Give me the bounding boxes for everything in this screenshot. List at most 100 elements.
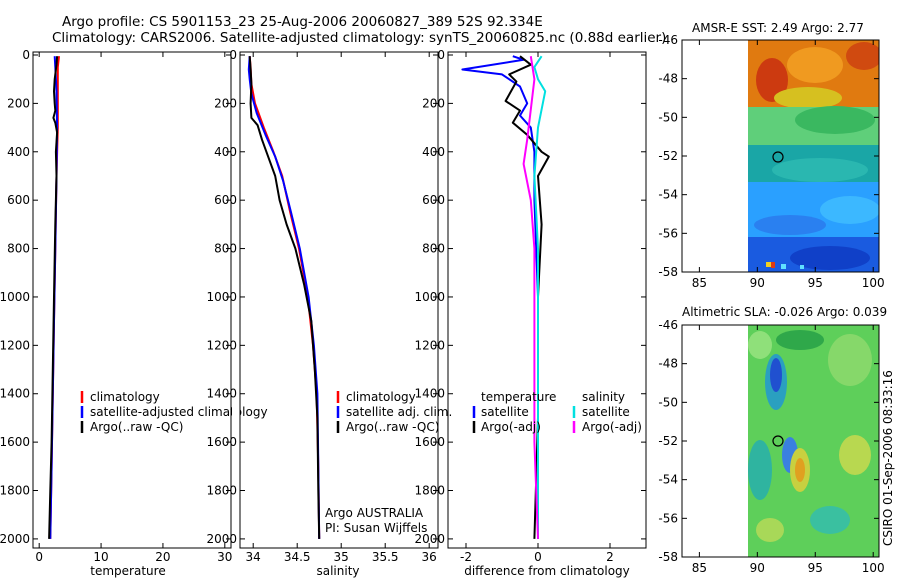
x-tick-label: 20 (155, 550, 170, 564)
sst-patch-green (795, 106, 875, 134)
legend-label-sal-satellite: satellite (582, 405, 630, 419)
salinity-axes-frame (239, 51, 439, 549)
series-line-argo-raw-qc- (248, 56, 321, 539)
legend-label-climatology: climatology (90, 390, 160, 404)
sla-patch-blue-core (770, 358, 782, 392)
y-tick-label: 1200 (414, 338, 445, 352)
legend-label-temp-argo: Argo(-adj) (481, 420, 541, 434)
x-tick-label: 34.5 (284, 550, 311, 564)
x-tick-label: 30 (217, 550, 232, 564)
sla-patch-yellow-right (839, 435, 871, 475)
salinity-series (247, 56, 321, 539)
y-tick-label: 1200 (206, 338, 237, 352)
map-y-tick-label: -58 (658, 550, 678, 564)
y-tick-label: 1800 (414, 484, 445, 498)
sla-patch-orange (795, 458, 805, 482)
y-tick-label: 1800 (206, 484, 237, 498)
y-tick-label: 200 (7, 96, 30, 110)
map-y-tick-label: -48 (658, 72, 678, 86)
sla-heatmap (748, 325, 879, 557)
map-y-tick-label: -50 (658, 395, 678, 409)
y-tick-label: 800 (214, 242, 237, 256)
y-tick-label: 2000 (414, 532, 445, 546)
legend-label-argo: Argo(..raw -QC) (346, 420, 439, 434)
y-tick-label: 600 (214, 193, 237, 207)
difference-legend: temperature satellite Argo(-adj) salinit… (472, 390, 642, 434)
temperature-xlabel: temperature (90, 564, 165, 578)
temperature-x-ticks: 0 10 20 30 (35, 52, 232, 564)
difference-xlabel: difference from climatology (464, 564, 630, 578)
argo-australia-credit: Argo AUSTRALIA (325, 506, 424, 520)
map-y-tick-label: -54 (658, 473, 678, 487)
map-y-tick-label: -48 (658, 357, 678, 371)
sst-y-ticks: -46 -48 -50 -52 -54 -56 -58 (658, 33, 879, 279)
sla-patch-yellowgreen (756, 518, 784, 542)
map-x-tick-label: 95 (808, 276, 823, 290)
salinity-y-ticks: 0 200 400 600 800 1000 1200 1400 1600 1800 2000 (206, 48, 438, 546)
series-line-salinity-argo-adj- (522, 56, 539, 539)
y-tick-label: 0 (229, 48, 237, 62)
csiro-timestamp: CSIRO 01-Sep-2006 08:33:16 (881, 370, 895, 546)
y-tick-label: 200 (422, 96, 445, 110)
salinity-xlabel: salinity (316, 564, 359, 578)
sst-map-title: AMSR-E SST: 2.49 Argo: 2.77 (692, 21, 864, 35)
y-tick-label: 1400 (414, 387, 445, 401)
sst-float-marker (772, 151, 784, 163)
sst-map-panel: AMSR-E SST: 2.49 Argo: 2.77 -46 (658, 21, 884, 290)
sst-patch-teal (772, 158, 868, 182)
map-x-tick-label: 95 (808, 561, 823, 575)
map-x-tick-label: 90 (750, 561, 765, 575)
map-y-tick-label: -46 (658, 33, 678, 47)
map-x-tick-label: 100 (862, 561, 885, 575)
x-tick-label: 0 (35, 550, 43, 564)
y-tick-label: 400 (7, 145, 30, 159)
y-tick-label: 0 (22, 48, 30, 62)
sst-patch-orange (787, 47, 843, 83)
legend-label-argo: Argo(..raw -QC) (90, 420, 183, 434)
x-tick-label: 0 (534, 550, 542, 564)
sla-x-ticks: 85 90 95 100 (692, 325, 885, 575)
sst-x-ticks: 85 90 95 100 (692, 40, 885, 290)
x-tick-label: 10 (93, 550, 108, 564)
y-tick-label: 1800 (0, 484, 30, 498)
map-x-tick-label: 100 (862, 276, 885, 290)
legend-label-temp-satellite: satellite (481, 405, 529, 419)
y-tick-label: 1400 (206, 387, 237, 401)
y-tick-label: 1600 (414, 435, 445, 449)
temperature-y-ticks: 0 200 400 600 800 1000 1200 1400 1600 1800 2000 (0, 48, 231, 546)
y-tick-label: 1200 (0, 338, 30, 352)
y-tick-label: 1000 (414, 290, 445, 304)
legend-label-climatology: climatology (346, 390, 416, 404)
sla-patch-teal-2 (810, 506, 850, 534)
x-tick-label: 35 (334, 550, 349, 564)
x-tick-label: 35.5 (372, 550, 399, 564)
temperature-axes-frame (32, 51, 232, 549)
map-y-tick-label: -46 (658, 318, 678, 332)
sla-patch-lightgreen-2 (828, 334, 872, 386)
y-tick-label: 400 (422, 145, 445, 159)
x-tick-label: 36 (422, 550, 437, 564)
map-x-tick-label: 85 (692, 561, 707, 575)
difference-series (461, 55, 550, 539)
y-tick-label: 600 (7, 193, 30, 207)
series-line-argo-raw-qc- (48, 56, 59, 539)
sla-map-panel: Altimetric SLA: -0.026 Argo: 0.039 -46-4… (658, 305, 887, 575)
series-line-salinity-satellite (533, 55, 547, 539)
sst-patch-deep (790, 246, 870, 270)
sla-patch-darkgreen-1 (776, 330, 824, 350)
legend-group-temperature: temperature (481, 390, 556, 404)
y-tick-label: 400 (214, 145, 237, 159)
sst-heatmap (748, 40, 879, 272)
y-tick-label: 1600 (0, 435, 30, 449)
difference-axes-frame (447, 51, 647, 549)
panel-gap (232, 380, 240, 440)
x-tick-label: -2 (460, 550, 472, 564)
y-tick-label: 2000 (206, 532, 237, 546)
sst-patch-midblue (754, 215, 826, 235)
y-tick-label: 1000 (0, 290, 30, 304)
y-tick-label: 600 (422, 193, 445, 207)
map-x-tick-label: 85 (692, 276, 707, 290)
y-tick-label: 1600 (206, 435, 237, 449)
